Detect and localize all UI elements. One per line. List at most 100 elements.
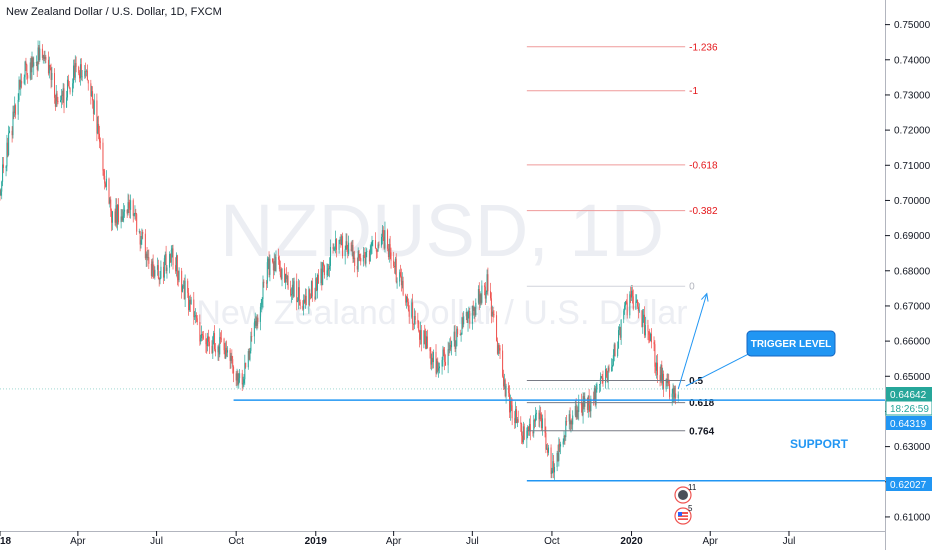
time-tick-label: 2018 bbox=[0, 536, 12, 547]
candle-body bbox=[226, 347, 228, 353]
price-axis[interactable]: 0.610000.620000.630000.640000.650000.660… bbox=[885, 20, 931, 523]
candle-body bbox=[188, 299, 190, 311]
time-axis[interactable]: 2018 Apr Jul Oct 2019 Apr Jul Oct 2020 Apr Jul bbox=[0, 531, 795, 547]
candle-body bbox=[220, 337, 222, 339]
us-flag-event-marker[interactable]: 5 bbox=[674, 504, 693, 525]
candle-body bbox=[483, 285, 485, 287]
candle-body bbox=[219, 337, 221, 355]
candle-body bbox=[412, 302, 414, 324]
candle-body bbox=[178, 270, 180, 281]
candle-body bbox=[493, 314, 495, 316]
candle-body bbox=[93, 100, 95, 114]
candle-body bbox=[471, 305, 473, 324]
candle-body bbox=[196, 318, 198, 323]
trigger-price-value: 0.64319 bbox=[890, 419, 927, 430]
candle-body bbox=[190, 299, 192, 305]
candle-body bbox=[638, 310, 640, 312]
candle-body bbox=[538, 412, 540, 420]
candle-body bbox=[254, 321, 256, 323]
candle-body bbox=[545, 432, 547, 450]
candle-body bbox=[589, 405, 591, 412]
candle-body bbox=[14, 105, 16, 113]
candle-body bbox=[370, 245, 372, 253]
fib-extension[interactable]: -1.236 -1 -0.618 -0.382 0 0.5 0.618 0.764 bbox=[526, 42, 718, 437]
candle-body bbox=[593, 388, 595, 399]
candle-body bbox=[310, 297, 312, 299]
candle-body bbox=[1, 181, 3, 192]
candle-body bbox=[297, 300, 299, 302]
candle-body bbox=[569, 414, 571, 425]
candle-body bbox=[419, 330, 421, 340]
candle-body bbox=[527, 426, 529, 431]
candle-body bbox=[614, 344, 616, 357]
candle-body bbox=[526, 430, 528, 440]
projection-arrow[interactable] bbox=[677, 292, 709, 390]
candle-body bbox=[67, 79, 69, 87]
candle-body bbox=[541, 418, 543, 429]
candle-body bbox=[655, 366, 657, 371]
candle-body bbox=[372, 240, 374, 242]
candle-body bbox=[578, 401, 580, 412]
candle-body bbox=[163, 266, 165, 278]
candle-body bbox=[250, 336, 252, 351]
candle-body bbox=[611, 365, 613, 367]
candle-body bbox=[424, 330, 426, 336]
candle-body bbox=[492, 311, 494, 315]
candle-body bbox=[214, 349, 216, 353]
candle-body bbox=[451, 341, 453, 348]
horizontal-lines[interactable] bbox=[0, 388, 885, 482]
candle-body bbox=[302, 305, 304, 310]
candle-body bbox=[202, 335, 204, 339]
candle-body bbox=[637, 306, 639, 311]
candle-body bbox=[401, 280, 403, 286]
watermark-name: New Zealand Dollar / U.S. Dollar bbox=[196, 294, 687, 332]
candle-body bbox=[230, 355, 232, 361]
earnings-event-marker[interactable]: 11 bbox=[674, 483, 697, 504]
candle-body bbox=[21, 81, 23, 84]
candle-body bbox=[465, 311, 467, 317]
price-tick-label: 0.75000 bbox=[894, 20, 931, 31]
candle-body bbox=[596, 384, 598, 389]
candle-body bbox=[201, 334, 203, 339]
candle-body bbox=[554, 467, 556, 473]
candle-body bbox=[19, 79, 21, 88]
candle-body bbox=[84, 71, 86, 77]
trigger-level-callout[interactable]: TRIGGER LEVEL bbox=[685, 330, 836, 387]
candle-body bbox=[462, 317, 464, 325]
candle-body bbox=[164, 254, 166, 259]
fib-level-label: -1.236 bbox=[689, 42, 718, 53]
candle-body bbox=[86, 70, 88, 72]
candle-body bbox=[218, 346, 220, 355]
candle-body bbox=[311, 281, 313, 297]
candle-body bbox=[345, 241, 347, 250]
candle-body bbox=[631, 290, 633, 297]
price-tick-label: 0.72000 bbox=[894, 126, 931, 137]
candle-body bbox=[45, 56, 47, 60]
candle-body bbox=[97, 123, 99, 134]
candle-body bbox=[559, 443, 561, 447]
candle-body bbox=[206, 344, 208, 347]
candle-body bbox=[339, 239, 341, 241]
candle-body bbox=[417, 319, 419, 323]
candle-body bbox=[340, 239, 342, 245]
candle-body bbox=[347, 248, 349, 254]
candle-body bbox=[62, 88, 64, 96]
candle-body bbox=[251, 336, 253, 337]
candle-body bbox=[520, 422, 522, 424]
price-tick-label: 0.68000 bbox=[894, 266, 931, 277]
candle-body bbox=[239, 373, 241, 379]
candle-body bbox=[540, 413, 542, 415]
candle-body bbox=[12, 111, 14, 136]
candle-body bbox=[378, 244, 380, 246]
candle-body bbox=[547, 448, 549, 453]
time-tick-label: Jul bbox=[150, 536, 163, 547]
candle-body bbox=[468, 311, 470, 313]
candle-body bbox=[630, 294, 632, 298]
candle-body bbox=[182, 285, 184, 292]
candle-body bbox=[399, 272, 401, 282]
candle-body bbox=[662, 373, 664, 384]
candle-body bbox=[256, 317, 258, 326]
candle-body bbox=[521, 423, 523, 436]
candle-body bbox=[298, 287, 300, 303]
